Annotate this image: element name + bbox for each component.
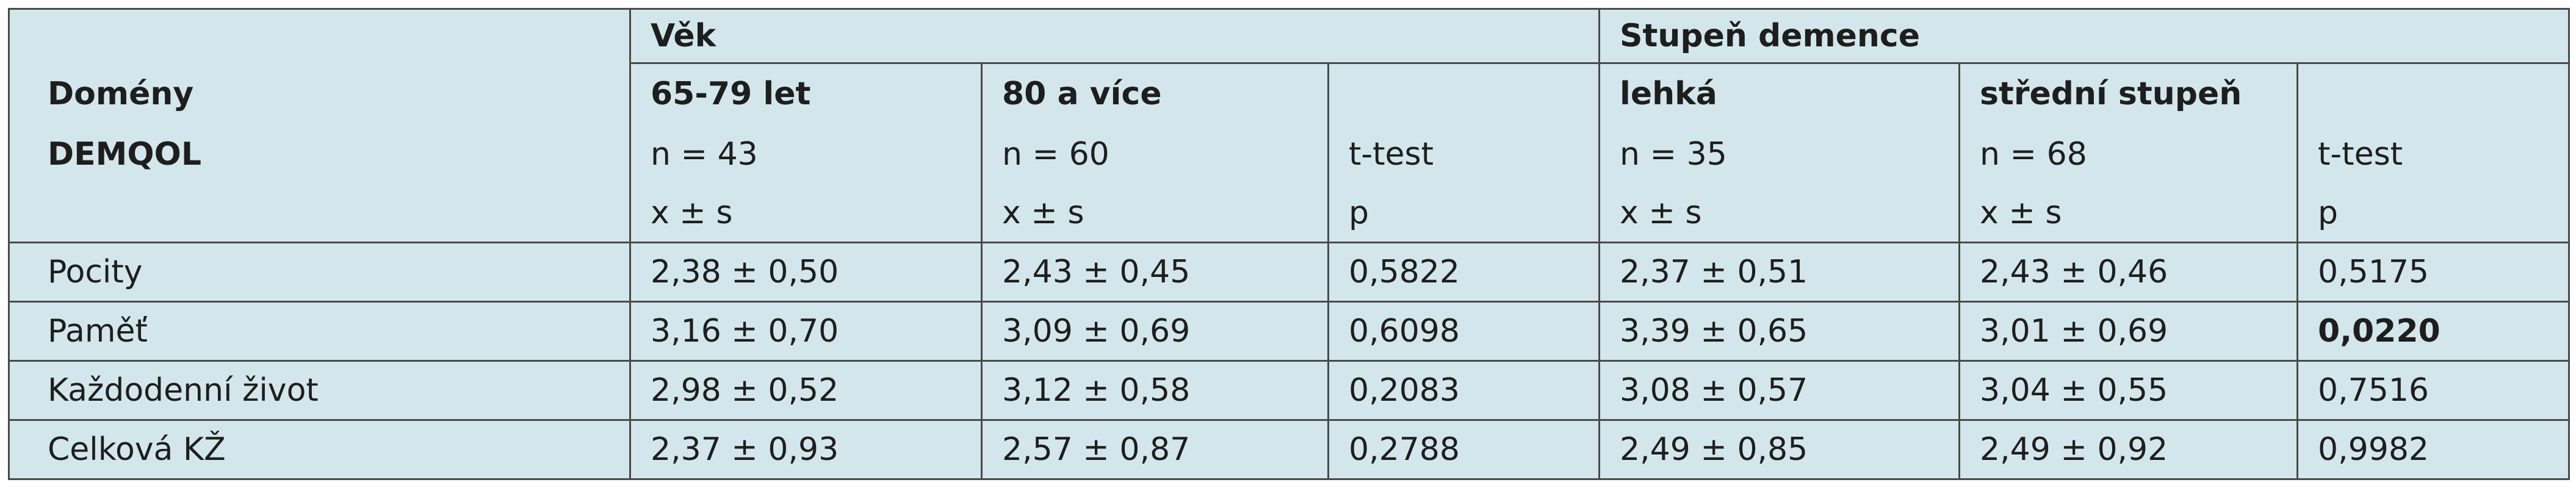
column-stat: x ± s bbox=[1598, 184, 1961, 243]
data-row: Každodenní život 2,98 ± 0,52 3,12 ± 0,58 0,… bbox=[8, 360, 2571, 421]
data-row: Pocity 2,38 ± 0,50 2,43 ± 0,45 0,5822 2,37 ±… bbox=[8, 242, 2571, 303]
data-cell: 0,6098 bbox=[1327, 301, 1601, 362]
data-cell: 0,5175 bbox=[2296, 242, 2571, 303]
column-label: 65-79 let bbox=[629, 63, 983, 124]
header-row: Domény 65-79 let 80 a více lehká střední… bbox=[8, 63, 2571, 124]
header-row: x ± s x ± s p x ± s x ± s p bbox=[8, 184, 2571, 243]
column-n: t-test bbox=[1327, 124, 1601, 185]
header-cell bbox=[2296, 63, 2571, 124]
data-cell: 3,01 ± 0,69 bbox=[1958, 301, 2299, 362]
column-n: n = 35 bbox=[1598, 124, 1961, 185]
data-cell: 2,43 ± 0,45 bbox=[981, 242, 1329, 303]
header-row: DEMQOL n = 43 n = 60 t-test n = 35 n = 6… bbox=[8, 124, 2571, 185]
group-header: Věk bbox=[629, 8, 1601, 64]
column-stat: p bbox=[2296, 184, 2571, 243]
data-cell: 0,9982 bbox=[2296, 419, 2571, 480]
data-cell: 2,37 ± 0,51 bbox=[1598, 242, 1961, 303]
data-cell: 2,57 ± 0,87 bbox=[981, 419, 1329, 480]
data-cell: 3,04 ± 0,55 bbox=[1958, 360, 2299, 421]
data-cell: 2,37 ± 0,93 bbox=[629, 419, 983, 480]
header-cell bbox=[1327, 63, 1601, 124]
data-cell: 2,49 ± 0,85 bbox=[1598, 419, 1961, 480]
domain-label: DEMQOL bbox=[8, 124, 631, 185]
data-cell: 0,2083 bbox=[1327, 360, 1601, 421]
column-n: t-test bbox=[2296, 124, 2571, 185]
column-label: lehká bbox=[1598, 63, 1961, 124]
column-n: n = 43 bbox=[629, 124, 983, 185]
data-cell: 0,5822 bbox=[1327, 242, 1601, 303]
domain-label: Domény bbox=[8, 63, 631, 124]
data-cell: 2,49 ± 0,92 bbox=[1958, 419, 2299, 480]
data-row: Celková KŽ 2,37 ± 0,93 2,57 ± 0,87 0,2788 2,… bbox=[8, 419, 2571, 480]
data-cell: 0,0220 bbox=[2296, 301, 2571, 362]
data-cell: 3,16 ± 0,70 bbox=[629, 301, 983, 362]
table-body: Věk Stupeň demence Domény 65-79 let 80 a… bbox=[8, 8, 2571, 480]
column-stat: x ± s bbox=[1958, 184, 2299, 243]
data-cell: 3,12 ± 0,58 bbox=[981, 360, 1329, 421]
row-label: Paměť bbox=[8, 301, 631, 362]
column-n: n = 68 bbox=[1958, 124, 2299, 185]
data-cell: 3,09 ± 0,69 bbox=[981, 301, 1329, 362]
column-stat: x ± s bbox=[981, 184, 1329, 243]
column-n: n = 60 bbox=[981, 124, 1329, 185]
data-cell: 2,98 ± 0,52 bbox=[629, 360, 983, 421]
data-cell: 0,7516 bbox=[2296, 360, 2571, 421]
header-cell bbox=[8, 8, 631, 63]
group-header: Stupeň demence bbox=[1598, 8, 2571, 64]
data-cell: 2,43 ± 0,46 bbox=[1958, 242, 2299, 303]
data-row: Paměť 3,16 ± 0,70 3,09 ± 0,69 0,6098 3,39 ± … bbox=[8, 301, 2571, 362]
row-label: Pocity bbox=[8, 242, 631, 303]
header-row: Věk Stupeň demence bbox=[8, 8, 2571, 64]
header-cell bbox=[8, 184, 631, 243]
data-cell: 0,2788 bbox=[1327, 419, 1601, 480]
column-stat: x ± s bbox=[629, 184, 983, 243]
results-table: Věk Stupeň demence Domény 65-79 let 80 a… bbox=[8, 8, 2571, 480]
data-cell: 2,38 ± 0,50 bbox=[629, 242, 983, 303]
data-cell: 3,08 ± 0,57 bbox=[1598, 360, 1961, 421]
row-label: Každodenní život bbox=[8, 360, 631, 421]
row-label: Celková KŽ bbox=[8, 419, 631, 480]
column-stat: p bbox=[1327, 184, 1601, 243]
column-label: 80 a více bbox=[981, 63, 1329, 124]
column-label: střední stupeň bbox=[1958, 63, 2299, 124]
data-cell: 3,39 ± 0,65 bbox=[1598, 301, 1961, 362]
